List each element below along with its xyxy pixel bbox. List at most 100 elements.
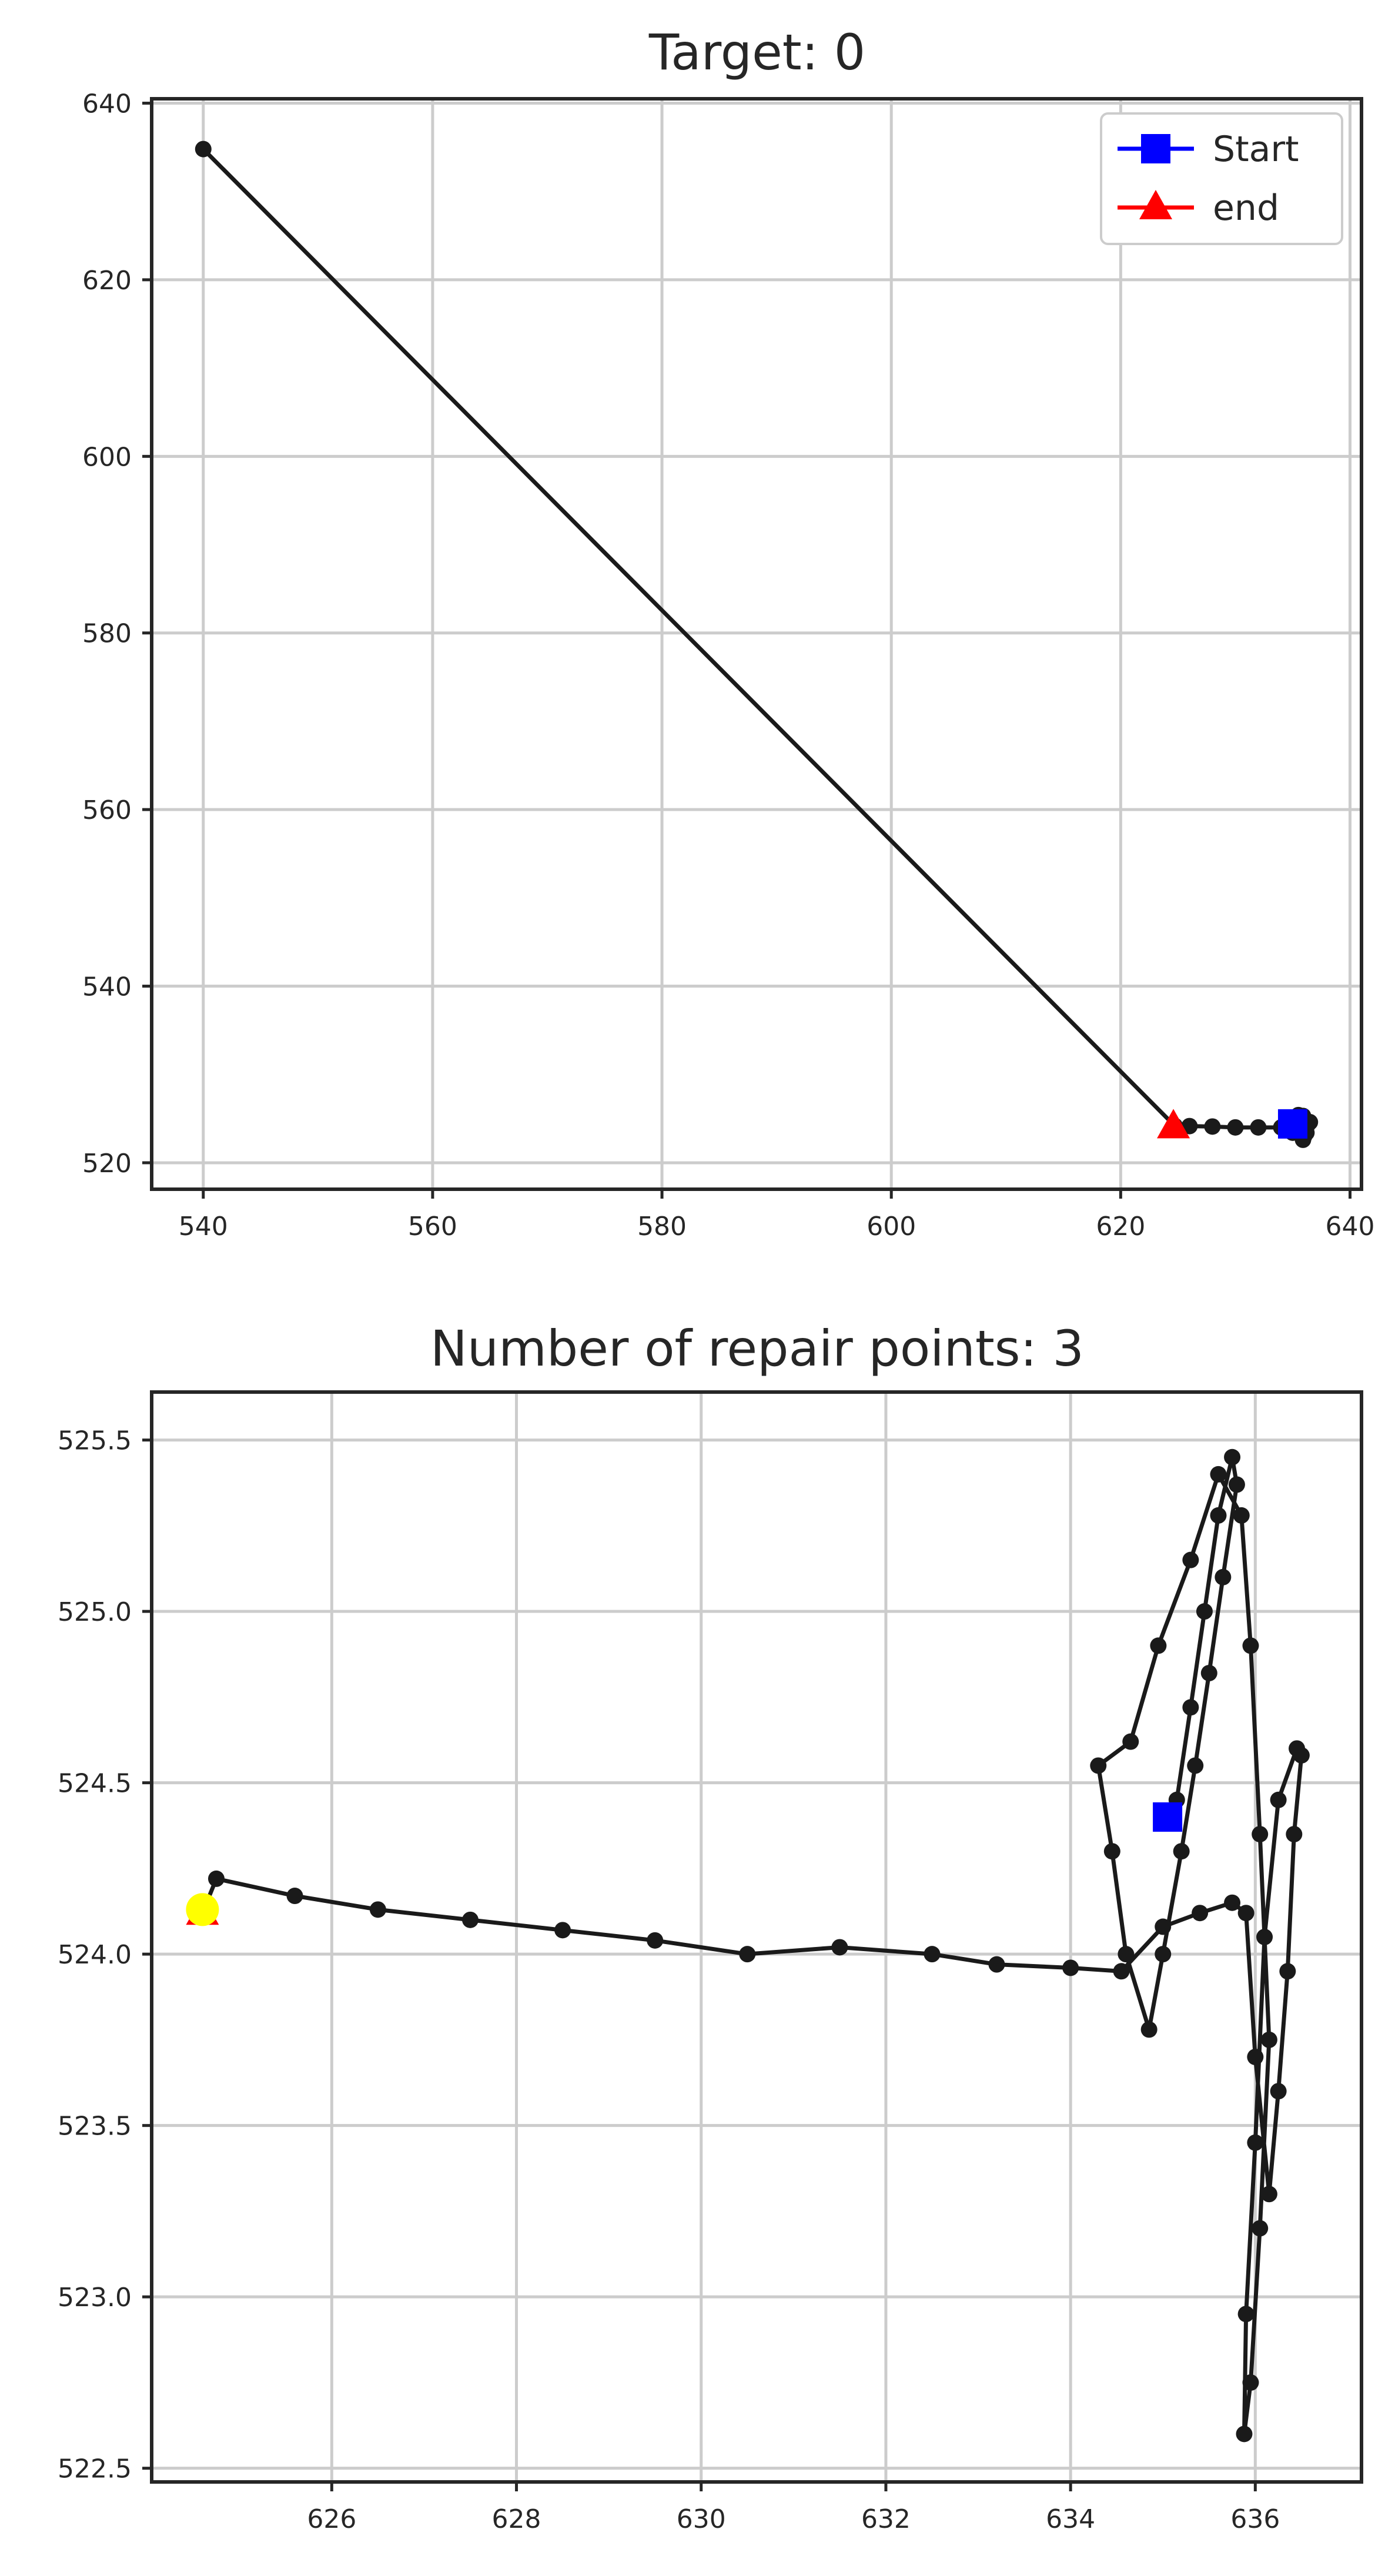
data-point — [1286, 1826, 1303, 1843]
data-point — [1237, 2306, 1255, 2323]
start-marker — [1153, 1802, 1183, 1832]
data-point — [1118, 1946, 1135, 1963]
data-point — [1210, 1507, 1227, 1524]
data-point — [1155, 1918, 1172, 1935]
chart-title: Target: 0 — [648, 24, 865, 81]
data-point — [1215, 1568, 1232, 1585]
data-point — [924, 1946, 941, 1963]
y-tick-label: 524.5 — [58, 1769, 132, 1799]
y-tick-label: 620 — [82, 266, 132, 296]
y-tick-label: 540 — [82, 972, 132, 1002]
x-tick-label: 560 — [408, 1212, 457, 1242]
legend: Start end — [1100, 112, 1343, 245]
data-point — [1181, 1118, 1198, 1135]
series-line — [200, 1455, 1304, 2436]
data-point — [1236, 2426, 1253, 2443]
data-point — [1204, 1118, 1221, 1135]
data-point — [1224, 1448, 1241, 1466]
data-point — [1260, 2186, 1277, 2203]
axes: 626 628 630 632 634 636 522.5 523.0 523.5 524.0 52… — [58, 1390, 1363, 2534]
data-point — [461, 1911, 479, 1928]
plot-frame — [150, 97, 1363, 1191]
y-tick-label: 525.5 — [58, 1426, 132, 1456]
data-point — [1150, 1637, 1167, 1654]
data-point — [1062, 1959, 1079, 1976]
series-line — [202, 148, 1312, 1142]
data-point — [1192, 1905, 1209, 1922]
data-point — [1270, 2083, 1287, 2100]
data-point — [1233, 1507, 1250, 1524]
data-point — [1187, 1757, 1204, 1774]
trajectory-series — [195, 140, 1319, 1148]
end-marker — [1157, 1109, 1190, 1139]
y-tick-label: 600 — [82, 442, 132, 472]
y-tick-label: 560 — [82, 795, 132, 825]
x-tick-label: 626 — [307, 2504, 356, 2534]
data-point — [554, 1922, 571, 1939]
grid — [152, 99, 1361, 1189]
y-tick-label: 523.0 — [58, 2283, 132, 2313]
data-point — [208, 1870, 225, 1887]
x-tick-label: 620 — [1096, 1212, 1145, 1242]
data-point — [1173, 1843, 1190, 1860]
x-tick-label: 630 — [677, 2504, 726, 2534]
x-tick-label: 640 — [1326, 1212, 1375, 1242]
plot-frame — [150, 1390, 1363, 2484]
x-tick-label: 634 — [1046, 2504, 1095, 2534]
y-tick-label: 522.5 — [58, 2454, 132, 2484]
data-point — [1252, 1826, 1269, 1843]
y-tick-label: 640 — [82, 89, 132, 119]
data-point — [1140, 2021, 1158, 2038]
data-point — [369, 1901, 386, 1918]
data-point — [1247, 2134, 1264, 2151]
x-tick-label: 580 — [637, 1212, 687, 1242]
x-tick-label: 600 — [867, 1212, 916, 1242]
markers — [186, 1802, 1183, 1926]
start-marker — [1277, 1109, 1307, 1139]
data-point — [988, 1956, 1005, 1973]
legend-triangle-marker — [1139, 190, 1172, 219]
data-point — [1196, 1603, 1213, 1620]
data-point — [1122, 1733, 1139, 1750]
data-point — [286, 1888, 303, 1905]
y-tick-label: 520 — [82, 1149, 132, 1179]
data-point — [1227, 1119, 1244, 1136]
data-point — [831, 1939, 848, 1956]
chart-target: 540 560 580 600 620 640520540560580600620640 … — [82, 24, 1374, 1242]
data-point — [1155, 1946, 1172, 1963]
y-tick-label: 525.0 — [58, 1597, 132, 1627]
legend-square-marker — [1141, 134, 1170, 163]
data-point — [1237, 1905, 1255, 1922]
axes: 540 560 580 600 620 640 520 540 560 580 600 620 640 — [82, 89, 1374, 1242]
chart-title: Number of repair points: 3 — [430, 1320, 1084, 1377]
data-point — [1182, 1551, 1199, 1568]
data-point — [1242, 2374, 1259, 2391]
data-point — [1200, 1665, 1217, 1682]
x-tick-label: 628 — [492, 2504, 541, 2534]
grid — [152, 1392, 1361, 2482]
legend-label: end — [1213, 188, 1279, 229]
trajectory-series — [194, 1448, 1310, 2443]
y-tick-label: 523.5 — [58, 2112, 132, 2142]
data-point — [1247, 2049, 1264, 2066]
repair-point-marker — [186, 1893, 219, 1926]
data-point — [1256, 1929, 1273, 1945]
x-tick-label: 636 — [1230, 2504, 1280, 2534]
data-point — [739, 1946, 756, 1963]
legend-label: Start — [1213, 129, 1299, 170]
data-point — [1210, 1466, 1227, 1483]
data-point — [1250, 1119, 1267, 1136]
markers — [1157, 1109, 1307, 1139]
data-point — [647, 1932, 664, 1949]
chart-repair: 626 628 630 632 634 636 522.5 523.0 523.5 524.0 52… — [58, 1320, 1363, 2534]
data-point — [1270, 1791, 1287, 1808]
data-point — [1103, 1843, 1120, 1860]
data-point — [1279, 1963, 1296, 1980]
data-point — [1224, 1894, 1241, 1911]
data-point — [1293, 1747, 1310, 1764]
y-tick-label: 580 — [82, 619, 132, 649]
x-tick-label: 632 — [861, 2504, 911, 2534]
data-point — [1260, 2031, 1277, 2048]
y-tick-label: 524.0 — [58, 1940, 132, 1970]
